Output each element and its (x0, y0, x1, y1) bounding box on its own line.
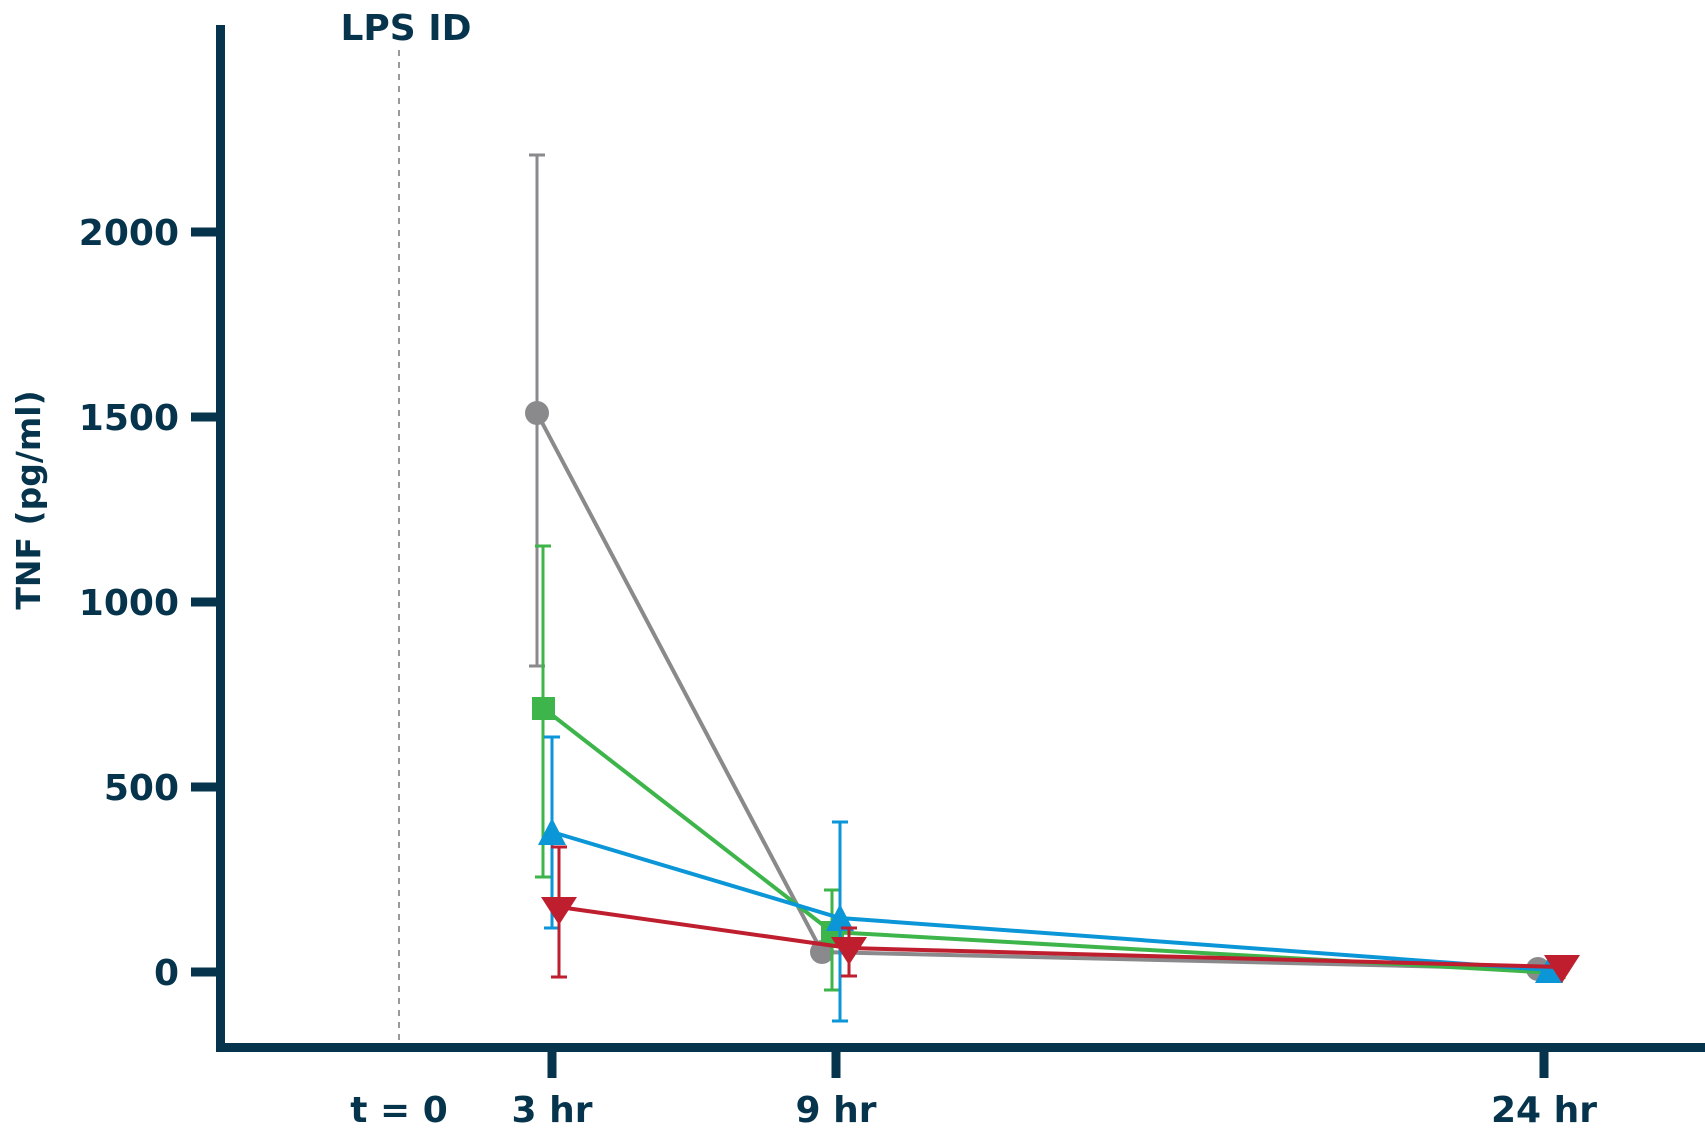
y-tick-label-1000: 1000 (79, 583, 179, 624)
series-gray (525, 153, 1550, 981)
blue-marker-9hr (826, 904, 854, 931)
y-ticks (191, 227, 217, 977)
green-marker-3hr (532, 697, 555, 720)
blue-marker-3hr (538, 818, 566, 845)
gray-marker-3hr (525, 401, 549, 425)
y-tick-label-2000: 2000 (79, 213, 179, 254)
blue-marker-24hr (1535, 956, 1563, 983)
lps-annotation: LPS ID (340, 8, 471, 49)
red-marker-9hr (831, 937, 867, 965)
series-blue (538, 735, 1563, 1023)
y-tick-label-1500: 1500 (79, 398, 179, 439)
x-ticks (547, 1052, 1549, 1078)
y-axis-title: TNF (pg/ml) (9, 390, 48, 609)
x-tick-label-9hr: 9 hr (796, 1090, 877, 1131)
red-marker-3hr (541, 897, 577, 925)
x-tick-label-24hr: 24 hr (1491, 1090, 1597, 1131)
series-red (541, 845, 1580, 983)
y-tick-label-500: 500 (104, 768, 179, 809)
x-tick-label-t0: t = 0 (350, 1090, 448, 1131)
x-tick-label-3hr: 3 hr (512, 1090, 593, 1131)
red-marker-24hr (1544, 955, 1580, 983)
y-tick-label-0: 0 (154, 953, 179, 994)
